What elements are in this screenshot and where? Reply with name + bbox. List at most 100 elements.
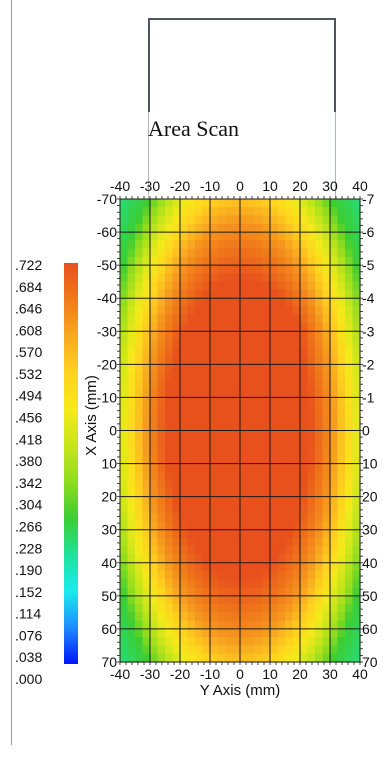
heatmap-cell	[285, 537, 294, 547]
y-tick-label-right: 30	[362, 522, 378, 538]
heatmap-cell	[307, 356, 316, 365]
heatmap-cell	[307, 331, 316, 341]
heatmap-cell	[270, 637, 279, 647]
heatmap-cell	[240, 521, 249, 531]
heatmap-cell	[172, 537, 181, 547]
heatmap-cell	[322, 653, 331, 663]
heatmap-cell	[337, 232, 346, 241]
heatmap-cell	[195, 637, 204, 647]
heatmap-cell	[202, 372, 211, 382]
heatmap-cell	[225, 455, 234, 465]
heatmap-cell	[307, 480, 316, 489]
heatmap-cell	[217, 604, 226, 613]
heatmap-cell	[285, 405, 294, 415]
y-tick-label-right: 20	[362, 489, 378, 505]
heatmap-cell	[307, 587, 316, 597]
heatmap-cell	[277, 232, 286, 241]
heatmap-cell	[210, 413, 219, 423]
heatmap-cell	[142, 306, 151, 316]
heatmap-cell	[247, 463, 256, 473]
heatmap-cell	[270, 422, 279, 432]
heatmap-cell	[330, 595, 339, 605]
heatmap-cell	[240, 447, 249, 456]
heatmap-cell	[322, 438, 331, 448]
heatmap-cell	[285, 281, 294, 291]
heatmap-cell	[337, 471, 346, 481]
heatmap-cell	[187, 356, 196, 365]
heatmap-cell	[202, 289, 211, 299]
heatmap-cell	[225, 199, 234, 208]
heatmap-cell	[142, 628, 151, 638]
heatmap-cell	[307, 240, 316, 250]
heatmap-cell	[240, 488, 249, 498]
heatmap-cell	[307, 389, 316, 399]
heatmap-cell	[187, 471, 196, 481]
heatmap-cell	[165, 347, 174, 357]
heatmap-cell	[195, 256, 204, 266]
heatmap-cell	[277, 438, 286, 448]
heatmap-cell	[135, 496, 144, 506]
heatmap-cell	[232, 273, 241, 283]
heatmap-cell	[210, 199, 219, 208]
heatmap-cell	[157, 637, 166, 647]
heatmap-cell	[300, 496, 309, 506]
heatmap-cell	[255, 248, 264, 258]
heatmap-cell	[172, 389, 181, 399]
heatmap-cell	[315, 413, 324, 423]
heatmap-cell	[120, 554, 129, 564]
heatmap-cell	[187, 546, 196, 556]
heatmap-cell	[262, 513, 271, 523]
heatmap-cell	[285, 339, 294, 349]
heatmap-cell	[135, 620, 144, 630]
heatmap-cell	[322, 645, 331, 655]
heatmap-cell	[345, 604, 354, 613]
heatmap-cell	[217, 232, 226, 241]
heatmap-cell	[165, 339, 174, 349]
heatmap-cell	[330, 306, 339, 316]
heatmap-cell	[142, 504, 151, 514]
heatmap-cell	[247, 314, 256, 324]
heatmap-cell	[165, 620, 174, 630]
heatmap-cell	[277, 199, 286, 208]
heatmap-cell	[315, 405, 324, 415]
heatmap-cell	[157, 256, 166, 266]
heatmap-cell	[270, 380, 279, 390]
heatmap-cell	[337, 265, 346, 275]
heatmap-cell	[180, 554, 189, 564]
heatmap-cell	[330, 380, 339, 390]
heatmap-cell	[322, 637, 331, 647]
heatmap-cell	[172, 620, 181, 630]
heatmap-cell	[120, 389, 129, 399]
heatmap-cell	[150, 372, 159, 382]
heatmap-cell	[300, 480, 309, 489]
heatmap-cell	[337, 604, 346, 613]
heatmap-cell	[292, 306, 301, 316]
heatmap-cell	[292, 455, 301, 465]
heatmap-cell	[240, 240, 249, 250]
heatmap-cell	[135, 232, 144, 241]
heatmap-cell	[315, 537, 324, 547]
heatmap-cell	[135, 455, 144, 465]
heatmap-cell	[255, 356, 264, 365]
heatmap-cell	[330, 438, 339, 448]
heatmap-cell	[262, 215, 271, 225]
heatmap-cell	[315, 422, 324, 432]
heatmap-cell	[165, 389, 174, 399]
heatmap-cell	[337, 372, 346, 382]
heatmap-cell	[262, 265, 271, 275]
heatmap-cell	[322, 504, 331, 514]
heatmap-cell	[195, 513, 204, 523]
heatmap-cell	[225, 265, 234, 275]
heatmap-cell	[285, 289, 294, 299]
heatmap-cell	[240, 430, 249, 440]
heatmap-cell	[127, 579, 136, 589]
heatmap-cell	[270, 364, 279, 374]
heatmap-cell	[142, 256, 151, 266]
heatmap-cell	[255, 331, 264, 341]
heatmap-cell	[337, 480, 346, 489]
heatmap-cell	[322, 595, 331, 605]
heatmap-cell	[232, 645, 241, 655]
heatmap-cell	[225, 397, 234, 407]
chart-title: Area Scan	[148, 116, 240, 141]
heatmap-cell	[217, 455, 226, 465]
